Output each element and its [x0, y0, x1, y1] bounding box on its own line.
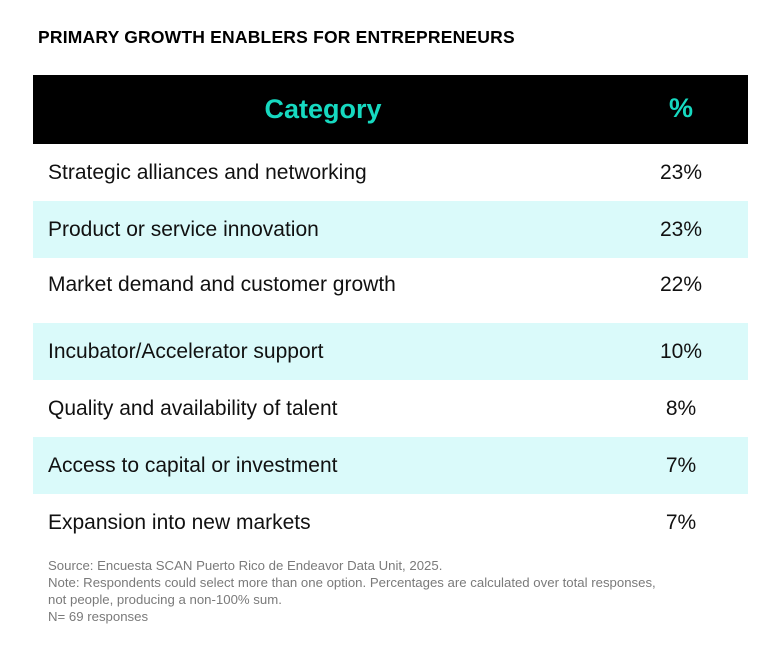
percent-value: 23%	[659, 160, 703, 184]
percent-value: 10%	[659, 339, 703, 363]
category-label: Market demand and customer growth	[48, 273, 396, 296]
percent-value: 22%	[659, 273, 703, 296]
table-row: Incubator/Accelerator support 10%	[33, 323, 748, 380]
chart-title: PRIMARY GROWTH ENABLERS FOR ENTREPRENEUR…	[38, 27, 515, 47]
category-label: Access to capital or investment	[48, 453, 338, 477]
table-row: Quality and availability of talent 8%	[33, 380, 748, 437]
table-body: Strategic alliances and networking 23% Pro…	[33, 144, 748, 551]
footnotes: Source: Encuesta SCAN Puerto Rico de End…	[48, 557, 668, 625]
table-row: Expansion into new markets 7%	[33, 494, 748, 551]
table-row: Market demand and customer growth 22%	[33, 258, 748, 323]
percent-value: 7%	[665, 510, 697, 534]
table-row: Strategic alliances and networking 23%	[33, 144, 748, 201]
percent-value: 7%	[665, 453, 697, 477]
category-label: Incubator/Accelerator support	[48, 339, 324, 363]
table-row: Access to capital or investment 7%	[33, 437, 748, 494]
table-row: Product or service innovation 23%	[33, 201, 748, 258]
category-label: Expansion into new markets	[48, 510, 311, 534]
sample-size-note: N= 69 responses	[48, 609, 149, 624]
method-note: Note: Respondents could select more than…	[48, 575, 660, 607]
source-note: Source: Encuesta SCAN Puerto Rico de End…	[48, 558, 443, 573]
percent-value: 23%	[659, 217, 703, 241]
column-header-category: Category	[264, 94, 382, 124]
category-label: Quality and availability of talent	[48, 396, 338, 420]
category-label: Product or service innovation	[48, 217, 319, 241]
table-header: Category %	[33, 75, 748, 144]
percent-value: 8%	[665, 396, 697, 420]
category-label: Strategic alliances and networking	[48, 160, 367, 184]
data-table: Category % Strategic alliances and netwo…	[33, 75, 748, 551]
column-header-percent: %	[668, 93, 693, 123]
